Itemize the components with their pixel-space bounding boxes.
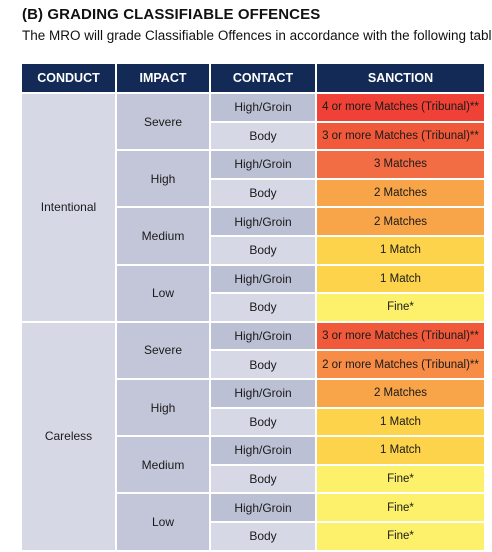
table-row: Body 3 or more Matches (Tribunal)** bbox=[22, 120, 484, 152]
contact-cell: Body bbox=[209, 349, 317, 380]
header-conduct: CONDUCT bbox=[22, 64, 117, 93]
contact-cell: Body bbox=[209, 292, 317, 323]
impact-cell: Severe bbox=[115, 91, 211, 152]
sanction-cell: 2 Matches bbox=[315, 377, 484, 409]
contact-cell: Body bbox=[209, 120, 317, 152]
impact-cell: Low bbox=[115, 263, 211, 323]
table-row: Body Fine* bbox=[22, 463, 484, 495]
contact-cell: High/Groin bbox=[209, 435, 317, 466]
sanction-cell: 3 or more Matches (Tribunal)** bbox=[315, 120, 484, 152]
table-row: Body 1 Match bbox=[22, 234, 484, 266]
section-heading: (B) GRADING CLASSIFIABLE OFFENCES bbox=[22, 6, 321, 23]
sanction-cell: 2 Matches bbox=[315, 206, 484, 237]
contact-cell: High/Groin bbox=[209, 492, 317, 523]
contact-cell: High/Groin bbox=[209, 92, 317, 123]
sanction-cell: 1 Match bbox=[315, 435, 484, 466]
header-impact: IMPACT bbox=[115, 64, 211, 93]
table-row: Body 2 or more Matches (Tribunal)** bbox=[22, 349, 484, 380]
impact-cell: Medium bbox=[115, 206, 211, 266]
grading-table: CONDUCT IMPACT CONTACT SANCTION Intentio… bbox=[22, 64, 484, 552]
contact-cell: Body bbox=[209, 234, 317, 266]
contact-cell: High/Groin bbox=[209, 263, 317, 295]
sanction-cell: 1 Match bbox=[315, 263, 484, 295]
table-row: Medium High/Groin 2 Matches bbox=[22, 206, 484, 266]
contact-cell: High/Groin bbox=[209, 149, 317, 180]
table-row: Body 1 Match bbox=[22, 406, 484, 438]
sanction-cell: 4 or more Matches (Tribunal)** bbox=[315, 92, 484, 123]
sanction-cell: Fine* bbox=[315, 292, 484, 323]
sanction-cell: 3 Matches bbox=[315, 149, 484, 180]
contact-cell: Body bbox=[209, 520, 317, 552]
sanction-cell: 3 or more Matches (Tribunal)** bbox=[315, 320, 484, 352]
table-row: High High/Groin 2 Matches bbox=[22, 377, 484, 438]
table-body: Intentional Severe High/Groin 4 or more Mat… bbox=[22, 91, 484, 552]
contact-cell: High/Groin bbox=[209, 377, 317, 409]
sanction-cell: Fine* bbox=[315, 492, 484, 523]
sanction-cell: 2 Matches bbox=[315, 177, 484, 209]
contact-cell: Body bbox=[209, 463, 317, 495]
table-row: Intentional Severe High/Groin 4 or more Mat… bbox=[22, 91, 484, 323]
sanction-cell: 1 Match bbox=[315, 234, 484, 266]
table-row: Medium High/Groin 1 Match bbox=[22, 435, 484, 495]
header-contact: CONTACT bbox=[209, 64, 317, 93]
impact-cell: High bbox=[115, 377, 211, 438]
table-row: High High/Groin 3 Matches bbox=[22, 149, 484, 209]
impact-cell: Severe bbox=[115, 320, 211, 380]
contact-cell: High/Groin bbox=[209, 206, 317, 237]
sanction-cell: 2 or more Matches (Tribunal)** bbox=[315, 349, 484, 380]
contact-cell: Body bbox=[209, 177, 317, 209]
sanction-cell: Fine* bbox=[315, 463, 484, 495]
sanction-cell: Fine* bbox=[315, 520, 484, 552]
table-row: Body 2 Matches bbox=[22, 177, 484, 209]
conduct-cell: Intentional bbox=[22, 92, 117, 323]
table-row: Body Fine* bbox=[22, 292, 484, 323]
conduct-cell: Careless bbox=[22, 320, 117, 552]
table-header-row: CONDUCT IMPACT CONTACT SANCTION bbox=[22, 64, 484, 93]
table-row: Low High/Groin 1 Match bbox=[22, 263, 484, 323]
section-description: The MRO will grade Classifiable Offences… bbox=[22, 28, 492, 43]
impact-cell: Medium bbox=[115, 435, 211, 495]
contact-cell: High/Groin bbox=[209, 320, 317, 352]
impact-cell: High bbox=[115, 149, 211, 209]
table-row: Careless Severe High/Groin 3 or more Matche… bbox=[22, 320, 484, 552]
sanction-cell: 1 Match bbox=[315, 406, 484, 438]
impact-cell: Low bbox=[115, 492, 211, 552]
contact-cell: Body bbox=[209, 406, 317, 438]
header-sanction: SANCTION bbox=[315, 64, 484, 93]
